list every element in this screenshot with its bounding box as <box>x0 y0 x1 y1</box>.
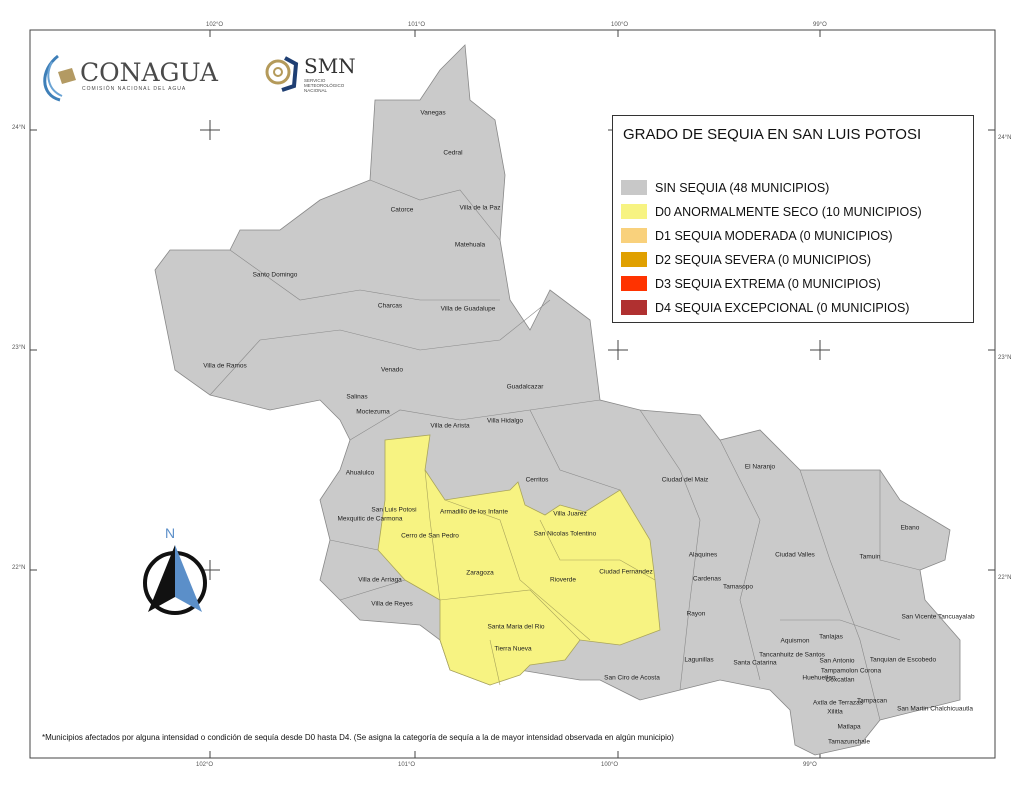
legend-title: GRADO DE SEQUIA EN SAN LUIS POTOSI <box>623 126 922 143</box>
municipality-label: Armadillo de los Infante <box>440 508 508 516</box>
municipality-label: Tampamolon Corona <box>820 667 882 675</box>
lon-label-top: 100°O <box>611 22 629 28</box>
municipality-label: Tanquian de Escobedo <box>869 656 937 664</box>
municipality-label: El Naranjo <box>744 463 776 471</box>
municipality-label: Villa de Arriaga <box>358 576 402 584</box>
municipality-label: Guadalcazar <box>506 383 544 391</box>
municipality-label: Salinas <box>346 393 368 401</box>
municipality-label: Moctezuma <box>356 408 390 416</box>
municipality-label: Matehuala <box>454 241 486 249</box>
legend-item-d1: D1 SEQUIA MODERADA (0 MUNICIPIOS) <box>621 228 893 243</box>
municipality-label: Tamasopo <box>723 583 753 591</box>
north-label: N <box>164 525 176 541</box>
municipality-label: Venado <box>380 366 404 374</box>
municipality-label: Cedral <box>443 149 463 157</box>
lon-label-bottom: 101°O <box>398 762 416 768</box>
municipality-label: Lagunillas <box>684 656 714 664</box>
legend-swatch <box>621 204 647 219</box>
municipality-label: San Martin Chalchicuautla <box>897 705 973 713</box>
legend-swatch <box>621 180 647 195</box>
legend: GRADO DE SEQUIA EN SAN LUIS POTOSI SIN S… <box>612 115 974 323</box>
municipality-label: Alaquines <box>688 551 718 559</box>
municipality-label: Ebano <box>900 524 920 532</box>
legend-item-d2: D2 SEQUIA SEVERA (0 MUNICIPIOS) <box>621 252 871 267</box>
municipality-label: Santa Maria del Rio <box>487 623 545 631</box>
map-frame <box>29 29 996 759</box>
legend-item-sin-sequia: SIN SEQUIA (48 MUNICIPIOS) <box>621 180 829 195</box>
municipality-label: Villa de Arista <box>430 422 470 430</box>
municipality-label: Tanlajas <box>819 633 843 641</box>
municipality-label: Catorce <box>390 206 414 214</box>
legend-swatch <box>621 300 647 315</box>
municipality-label: Villa de Ramos <box>203 362 247 370</box>
lat-label-left: 24°N <box>12 125 26 131</box>
municipality-label: Zaragoza <box>466 569 494 577</box>
municipality-label: Villa Hidalgo <box>486 417 524 425</box>
lon-label-bottom: 102°O <box>196 762 214 768</box>
municipality-label: Coxcatlan <box>825 676 855 684</box>
lon-label-top: 101°O <box>408 22 426 28</box>
smn-logo: SMN <box>304 54 356 78</box>
municipality-label: Santo Domingo <box>252 271 298 279</box>
legend-swatch <box>621 252 647 267</box>
municipality-label: Tierra Nueva <box>494 645 532 653</box>
municipality-label: Vanegas <box>420 109 446 117</box>
legend-swatch <box>621 276 647 291</box>
municipality-label: Tancanhuitz de Santos <box>759 651 825 659</box>
municipality-label: Villa Juarez <box>553 510 587 518</box>
municipality-label: Aquismon <box>780 637 810 645</box>
legend-item-d4: D4 SEQUIA EXCEPCIONAL (0 MUNICIPIOS) <box>621 300 909 315</box>
municipality-label: Cardenas <box>692 575 722 583</box>
footnote: *Municipios afectados por alguna intensi… <box>42 733 674 742</box>
municipality-label: Axtla de Terrazas <box>812 699 864 707</box>
municipality-label: Rayon <box>686 610 706 618</box>
municipality-label: San Ciro de Acosta <box>604 674 660 682</box>
municipality-label: Mexquitic de Carmona <box>337 515 403 523</box>
municipality-label: Ciudad del Maiz <box>661 476 709 484</box>
lon-label-bottom: 99°O <box>803 762 817 768</box>
lon-label-top: 99°O <box>813 22 827 28</box>
municipality-label: San Nicolas Tolentino <box>533 530 597 538</box>
lon-label-bottom: 100°O <box>601 762 619 768</box>
municipality-label: Tamazunchale <box>828 738 870 746</box>
municipality-label: Cerritos <box>525 476 549 484</box>
municipality-label: Rioverde <box>549 576 577 584</box>
municipality-label: Tampacan <box>857 697 887 705</box>
conagua-logo: CONAGUA <box>80 58 218 87</box>
municipal-borders <box>209 179 921 721</box>
municipality-label: Cerro de San Pedro <box>401 532 459 540</box>
lat-label-left: 23°N <box>12 345 26 351</box>
north-arrow-icon <box>143 545 207 615</box>
lat-label-left: 22°N <box>12 565 26 571</box>
legend-item-d0: D0 ANORMALMENTE SECO (10 MUNICIPIOS) <box>621 204 922 219</box>
lat-label-right: 22°N <box>998 575 1012 581</box>
smn-subtitle: SERVICIO METEOROLÓGICO NACIONAL <box>304 78 345 93</box>
lon-label-top: 102°O <box>206 22 224 28</box>
legend-item-d3: D3 SEQUIA EXTREMA (0 MUNICIPIOS) <box>621 276 881 291</box>
conagua-logo-icon <box>43 54 76 102</box>
municipality-label: Ciudad Fernandez <box>599 568 653 576</box>
municipality-label: Charcas <box>377 302 403 310</box>
municipality-label: Santa Catarina <box>733 659 777 667</box>
municipality-label: Ciudad Valles <box>775 551 815 559</box>
lat-label-right: 24°N <box>998 135 1012 141</box>
legend-swatch <box>621 228 647 243</box>
state-outline-no-drought <box>154 44 961 756</box>
municipality-label: San Vicente Tancuayalab <box>901 613 975 621</box>
conagua-subtitle: COMISIÓN NACIONAL DEL AGUA <box>82 86 187 92</box>
municipality-label: Huehuetlan <box>802 674 836 682</box>
municipality-label: Ahualulco <box>345 469 375 477</box>
municipality-label: Xilitla <box>827 708 843 716</box>
lat-label-right: 23°N <box>998 355 1012 361</box>
municipality-label: San Luis Potosi <box>371 506 417 514</box>
municipality-label: Tamuin <box>859 553 881 561</box>
municipality-label: Villa de Guadalupe <box>440 305 496 313</box>
region-d0-abnormally-dry <box>377 434 661 686</box>
municipality-label: Villa de Reyes <box>371 600 413 608</box>
municipality-label: Matlapa <box>837 723 861 731</box>
smn-logo-icon <box>265 56 299 92</box>
municipality-label: Villa de la Paz <box>459 204 501 212</box>
municipality-label: San Antonio <box>819 657 855 665</box>
